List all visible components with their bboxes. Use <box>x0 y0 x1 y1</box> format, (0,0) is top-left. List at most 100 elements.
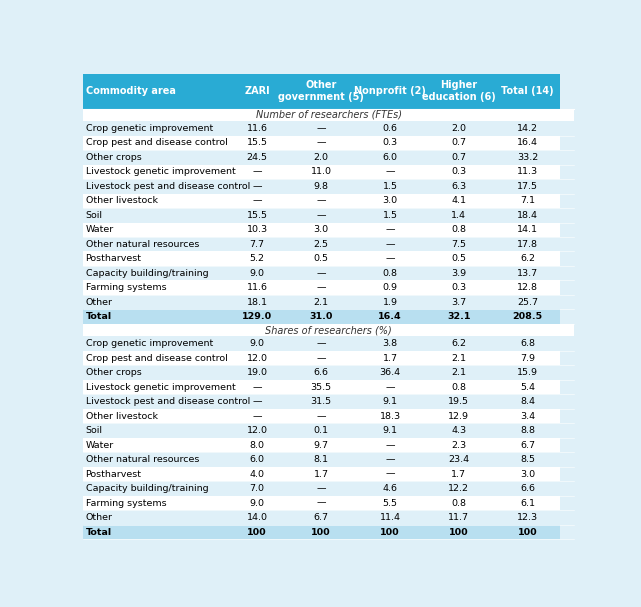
Bar <box>284 496 358 510</box>
Bar <box>83 208 230 223</box>
Bar <box>422 295 495 310</box>
Bar <box>422 510 495 525</box>
Bar <box>230 351 284 365</box>
Bar <box>230 150 284 164</box>
Bar <box>495 223 560 237</box>
Text: —: — <box>385 382 395 392</box>
Bar <box>422 336 495 351</box>
Bar <box>495 251 560 266</box>
Bar <box>284 336 358 351</box>
Bar <box>230 194 284 208</box>
Bar <box>230 179 284 194</box>
Text: 14.2: 14.2 <box>517 124 538 133</box>
Bar <box>422 237 495 251</box>
Bar <box>358 467 422 481</box>
Bar <box>230 223 284 237</box>
Bar <box>495 336 560 351</box>
Text: Farming systems: Farming systems <box>86 283 166 292</box>
Text: 13.7: 13.7 <box>517 269 538 278</box>
Text: 2.1: 2.1 <box>451 354 467 363</box>
Bar <box>422 438 495 452</box>
Text: —: — <box>253 412 262 421</box>
Text: Crop pest and disease control: Crop pest and disease control <box>86 354 228 363</box>
Bar <box>358 351 422 365</box>
Bar <box>230 525 284 539</box>
Bar <box>83 295 230 310</box>
Text: 33.2: 33.2 <box>517 153 538 162</box>
Text: 16.4: 16.4 <box>378 312 402 321</box>
Bar <box>83 237 230 251</box>
Bar <box>230 496 284 510</box>
Text: 3.0: 3.0 <box>520 470 535 478</box>
Text: 3.7: 3.7 <box>451 297 467 307</box>
Text: 208.5: 208.5 <box>513 312 543 321</box>
Text: 0.5: 0.5 <box>451 254 467 263</box>
Bar <box>284 310 358 324</box>
Text: Total: Total <box>86 312 112 321</box>
Text: 2.0: 2.0 <box>313 153 329 162</box>
Text: Crop genetic improvement: Crop genetic improvement <box>86 339 213 348</box>
Text: 7.7: 7.7 <box>250 240 265 249</box>
Text: Other: Other <box>86 513 113 522</box>
Text: 7.1: 7.1 <box>520 196 535 205</box>
Text: Number of researchers (FTEs): Number of researchers (FTEs) <box>256 110 401 120</box>
Bar <box>495 496 560 510</box>
Text: —: — <box>385 254 395 263</box>
Bar <box>495 467 560 481</box>
Text: Crop genetic improvement: Crop genetic improvement <box>86 124 213 133</box>
Text: —: — <box>253 168 262 176</box>
Bar <box>422 280 495 295</box>
Text: Farming systems: Farming systems <box>86 498 166 507</box>
Bar <box>422 179 495 194</box>
Bar <box>83 510 230 525</box>
Text: 31.5: 31.5 <box>311 397 331 406</box>
Text: 0.3: 0.3 <box>451 283 467 292</box>
Bar <box>422 481 495 496</box>
Text: 6.2: 6.2 <box>520 254 535 263</box>
Bar <box>495 121 560 135</box>
Bar <box>230 280 284 295</box>
Text: 11.0: 11.0 <box>311 168 331 176</box>
Text: —: — <box>317 339 326 348</box>
Text: 100: 100 <box>380 527 400 537</box>
Text: —: — <box>317 484 326 493</box>
Bar <box>230 365 284 380</box>
Bar <box>495 74 560 109</box>
Text: 1.4: 1.4 <box>451 211 467 220</box>
Text: Other
government (5): Other government (5) <box>278 80 364 102</box>
Text: —: — <box>317 138 326 148</box>
Bar <box>495 266 560 280</box>
Text: Other livestock: Other livestock <box>86 412 158 421</box>
Text: 0.9: 0.9 <box>383 283 397 292</box>
Bar <box>83 310 230 324</box>
Bar <box>495 280 560 295</box>
Text: 12.2: 12.2 <box>448 484 469 493</box>
Text: 4.1: 4.1 <box>451 196 467 205</box>
Bar <box>230 251 284 266</box>
Text: —: — <box>317 498 326 507</box>
Bar <box>495 351 560 365</box>
Text: —: — <box>317 211 326 220</box>
Text: 6.8: 6.8 <box>520 339 535 348</box>
Bar <box>495 510 560 525</box>
Text: 24.5: 24.5 <box>247 153 268 162</box>
Bar <box>358 74 422 109</box>
Text: Soil: Soil <box>86 211 103 220</box>
Text: 6.7: 6.7 <box>313 513 329 522</box>
Bar <box>358 266 422 280</box>
Text: 2.5: 2.5 <box>313 240 329 249</box>
Bar <box>495 179 560 194</box>
Bar <box>422 496 495 510</box>
Text: 3.4: 3.4 <box>520 412 535 421</box>
Bar <box>83 179 230 194</box>
Bar <box>230 310 284 324</box>
Text: Postharvest: Postharvest <box>86 254 142 263</box>
Text: —: — <box>253 397 262 406</box>
Text: Livestock genetic improvement: Livestock genetic improvement <box>86 168 235 176</box>
Text: 3.0: 3.0 <box>313 225 329 234</box>
Bar <box>83 74 230 109</box>
Bar <box>358 395 422 409</box>
Text: 12.9: 12.9 <box>448 412 469 421</box>
Text: Shares of researchers (%): Shares of researchers (%) <box>265 325 392 335</box>
Bar <box>495 525 560 539</box>
